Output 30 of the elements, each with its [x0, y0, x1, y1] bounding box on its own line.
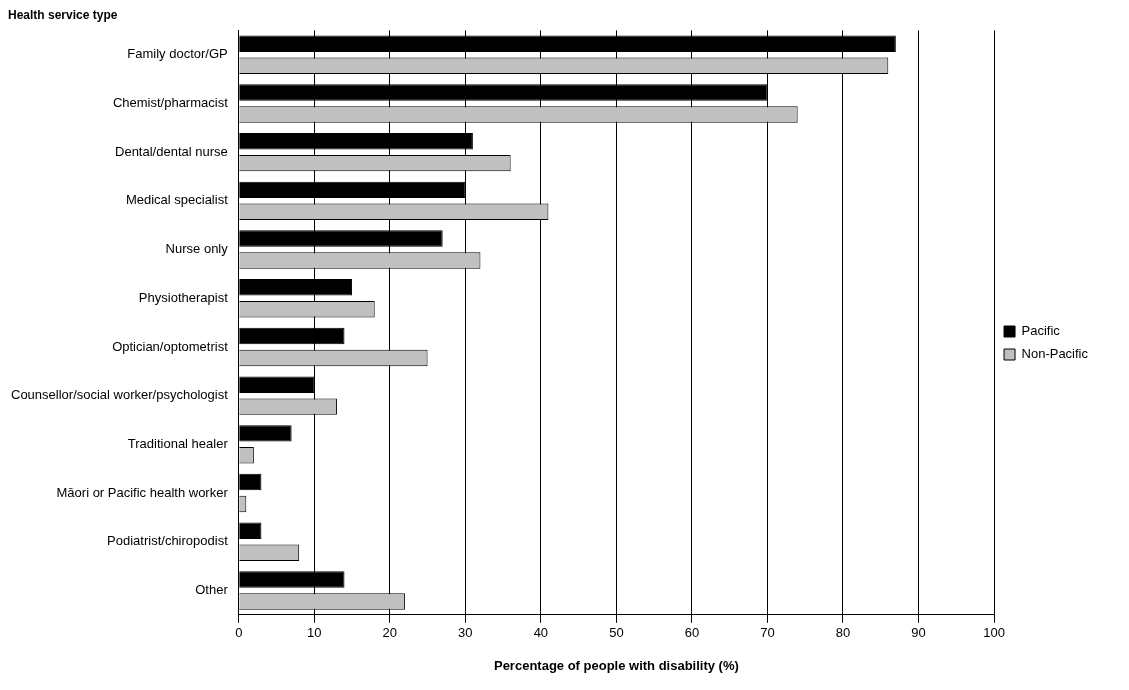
x-tick-label: 20 [382, 625, 398, 641]
y-tick-label: Medical specialist [125, 192, 229, 208]
bar [239, 425, 292, 442]
bar [239, 522, 262, 540]
legend-label: Non-Pacific [1021, 346, 1089, 362]
x-tick-label: 70 [760, 625, 775, 641]
y-tick-label: Podiatrist/chiropodist [107, 533, 229, 549]
y-tick-label: Optician/optometrist [112, 338, 229, 354]
x-tick-label: 80 [835, 625, 851, 641]
legend-label: Pacific [1021, 323, 1061, 339]
x-tick-label: 30 [458, 625, 473, 641]
x-tick-label: 0 [235, 625, 243, 641]
x-tick-label: 100 [983, 625, 1005, 641]
x-tick-label: 50 [609, 625, 624, 641]
y-tick-label: Chemist/pharmacist [112, 95, 229, 111]
x-tick-label: 90 [911, 625, 926, 641]
y-tick-label: Counsellor/social worker/psychologist [10, 387, 229, 403]
y-tick-label: Traditional healer [127, 435, 229, 451]
x-tick-label: 40 [533, 625, 549, 641]
x-tick-label: 10 [307, 625, 322, 641]
y-tick-label: Physiotherapist [138, 289, 229, 305]
y-tick-label: Other [195, 582, 229, 598]
text: Health service type [8, 7, 118, 22]
bar [239, 473, 262, 491]
y-tick-label: Nurse only [165, 241, 229, 257]
y-tick-label: Dental/dental nurse [115, 143, 228, 159]
x-axis-title: Percentage of people with disability (%) [493, 657, 739, 673]
y-tick-label: Family doctor/GP [127, 46, 228, 62]
x-tick-label: 60 [684, 625, 700, 641]
y-tick-label: Māori or Pacific health worker [56, 484, 229, 500]
